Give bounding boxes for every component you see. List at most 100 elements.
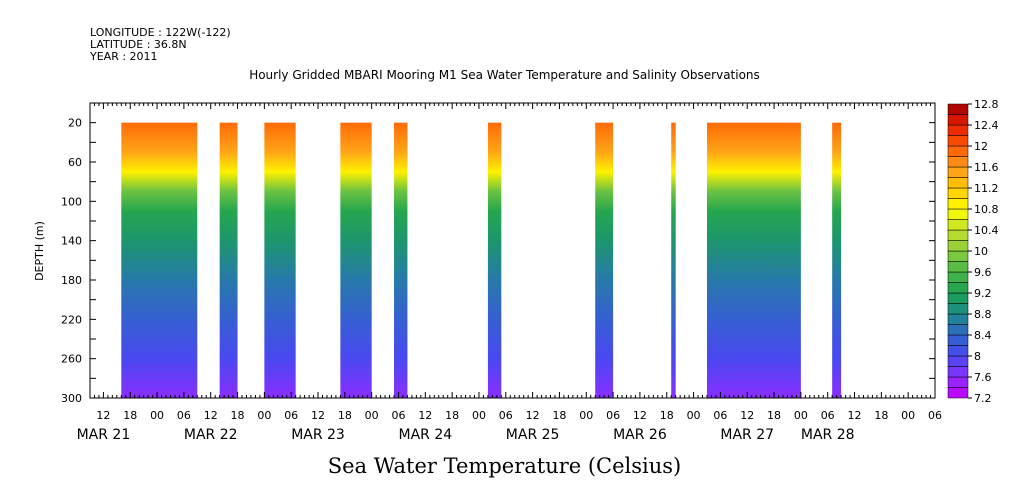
day-label: MAR 21 xyxy=(77,427,131,443)
y-tick-label: 260 xyxy=(61,353,82,366)
y-tick-label: 180 xyxy=(61,274,82,287)
colorbar-bin xyxy=(947,324,969,336)
latitude-label: LATITUDE : 36.8N xyxy=(90,38,187,51)
x-tick-label: 06 xyxy=(928,409,942,422)
colorbar-bin xyxy=(947,135,969,147)
data-blocks xyxy=(121,122,842,399)
x-tick-label: 18 xyxy=(767,409,781,422)
x-ticks: 12 18 00 06 12 18 00 06 12 18 00 06 12 18 00 06 12 18 00 06… xyxy=(77,103,942,443)
colorbar-bin xyxy=(947,187,969,199)
x-tick-label: 00 xyxy=(901,409,915,422)
x-tick-label: 06 xyxy=(177,409,191,422)
x-tick-label: 18 xyxy=(231,409,245,422)
x-tick-label: 18 xyxy=(338,409,352,422)
y-tick-label: 140 xyxy=(61,235,82,248)
colorbar-label: 10 xyxy=(974,245,988,258)
y-axis-label: DEPTH (m) xyxy=(33,221,46,281)
x-tick-label: 12 xyxy=(633,409,647,422)
x-tick-label: 00 xyxy=(150,409,164,422)
x-tick-label: 18 xyxy=(874,409,888,422)
colorbar-bin xyxy=(947,271,969,283)
colorbar-bin xyxy=(947,387,969,399)
y-ticks: 20 60 100 140 180 220 260 300 xyxy=(61,102,935,405)
colorbar-bin xyxy=(947,261,969,273)
colorbar-label: 11.6 xyxy=(974,161,999,174)
colorbar-bin xyxy=(947,166,969,178)
data-block-6 xyxy=(595,122,614,399)
colorbar-label: 10.8 xyxy=(974,203,999,216)
colorbar-bin xyxy=(947,156,969,168)
x-tick-label: 12 xyxy=(96,409,110,422)
colorbar-bin xyxy=(947,103,969,115)
colorbar-bin xyxy=(947,198,969,210)
x-tick-label: 00 xyxy=(579,409,593,422)
longitude-label: LONGITUDE : 122W(-122) xyxy=(90,26,231,39)
x-tick-label: 06 xyxy=(713,409,727,422)
chart-title: Hourly Gridded MBARI Mooring M1 Sea Wate… xyxy=(249,68,760,82)
x-tick-label: 00 xyxy=(687,409,701,422)
x-tick-label: 18 xyxy=(552,409,566,422)
x-axis-label: Sea Water Temperature (Celsius) xyxy=(327,454,682,478)
plot-frame xyxy=(89,102,936,399)
day-label: MAR 28 xyxy=(801,427,855,443)
x-tick-label: 12 xyxy=(418,409,432,422)
colorbar-label: 10.4 xyxy=(974,224,999,237)
colorbar-label: 12 xyxy=(974,140,988,153)
colorbar-bin xyxy=(947,219,969,231)
y-tick-label: 60 xyxy=(68,156,82,169)
colorbar-bin xyxy=(947,355,969,367)
colorbar-bin xyxy=(947,124,969,136)
colorbar-bin xyxy=(947,145,969,157)
data-block-5 xyxy=(487,122,502,399)
data-block-1 xyxy=(219,122,238,399)
x-tick-label: 00 xyxy=(794,409,808,422)
data-block-7 xyxy=(671,122,676,399)
colorbar-label: 9.6 xyxy=(974,266,992,279)
x-tick-label: 12 xyxy=(311,409,325,422)
colorbar-bin xyxy=(947,177,969,189)
colorbar-bin xyxy=(947,250,969,262)
x-tick-label: 06 xyxy=(821,409,835,422)
data-block-3 xyxy=(340,122,372,399)
colorbar-bin xyxy=(947,366,969,378)
day-label: MAR 22 xyxy=(184,427,238,443)
colorbar: 12.8 12.4 12 11.6 11.2 10.8 10.4 10 9.6 9.2 8.8 8.4… xyxy=(947,98,999,405)
colorbar-bin xyxy=(947,208,969,220)
colorbar-label: 8.8 xyxy=(974,308,992,321)
x-tick-label: 18 xyxy=(445,409,459,422)
colorbar-bin xyxy=(947,345,969,357)
x-tick-label: 06 xyxy=(606,409,620,422)
colorbar-bin xyxy=(947,313,969,325)
day-label: MAR 25 xyxy=(506,427,560,443)
day-label: MAR 26 xyxy=(613,427,667,443)
colorbar-bin xyxy=(947,282,969,294)
data-block-2 xyxy=(264,122,296,399)
x-tick-label: 12 xyxy=(204,409,218,422)
x-tick-label: 12 xyxy=(526,409,540,422)
x-tick-label: 00 xyxy=(365,409,379,422)
x-tick-label: 00 xyxy=(472,409,486,422)
data-block-8 xyxy=(706,122,801,399)
y-tick-label: 20 xyxy=(68,117,82,130)
y-tick-label: 100 xyxy=(61,195,82,208)
data-block-9 xyxy=(832,122,842,399)
x-tick-label: 06 xyxy=(284,409,298,422)
colorbar-bin xyxy=(947,303,969,315)
colorbar-bin xyxy=(947,292,969,304)
day-label: MAR 24 xyxy=(398,427,452,443)
colorbar-bin xyxy=(947,376,969,388)
colorbar-label: 12.8 xyxy=(974,98,999,111)
day-label: MAR 23 xyxy=(291,427,345,443)
colorbar-bin xyxy=(947,114,969,126)
colorbar-label: 8.4 xyxy=(974,329,992,342)
x-tick-label: 12 xyxy=(848,409,862,422)
x-tick-label: 00 xyxy=(257,409,271,422)
colorbar-label: 7.2 xyxy=(974,392,992,405)
x-tick-label: 06 xyxy=(499,409,513,422)
year-label: YEAR : 2011 xyxy=(90,50,158,63)
x-tick-label: 12 xyxy=(740,409,754,422)
colorbar-bin xyxy=(947,334,969,346)
data-block-4 xyxy=(394,122,408,399)
x-tick-label: 18 xyxy=(123,409,137,422)
